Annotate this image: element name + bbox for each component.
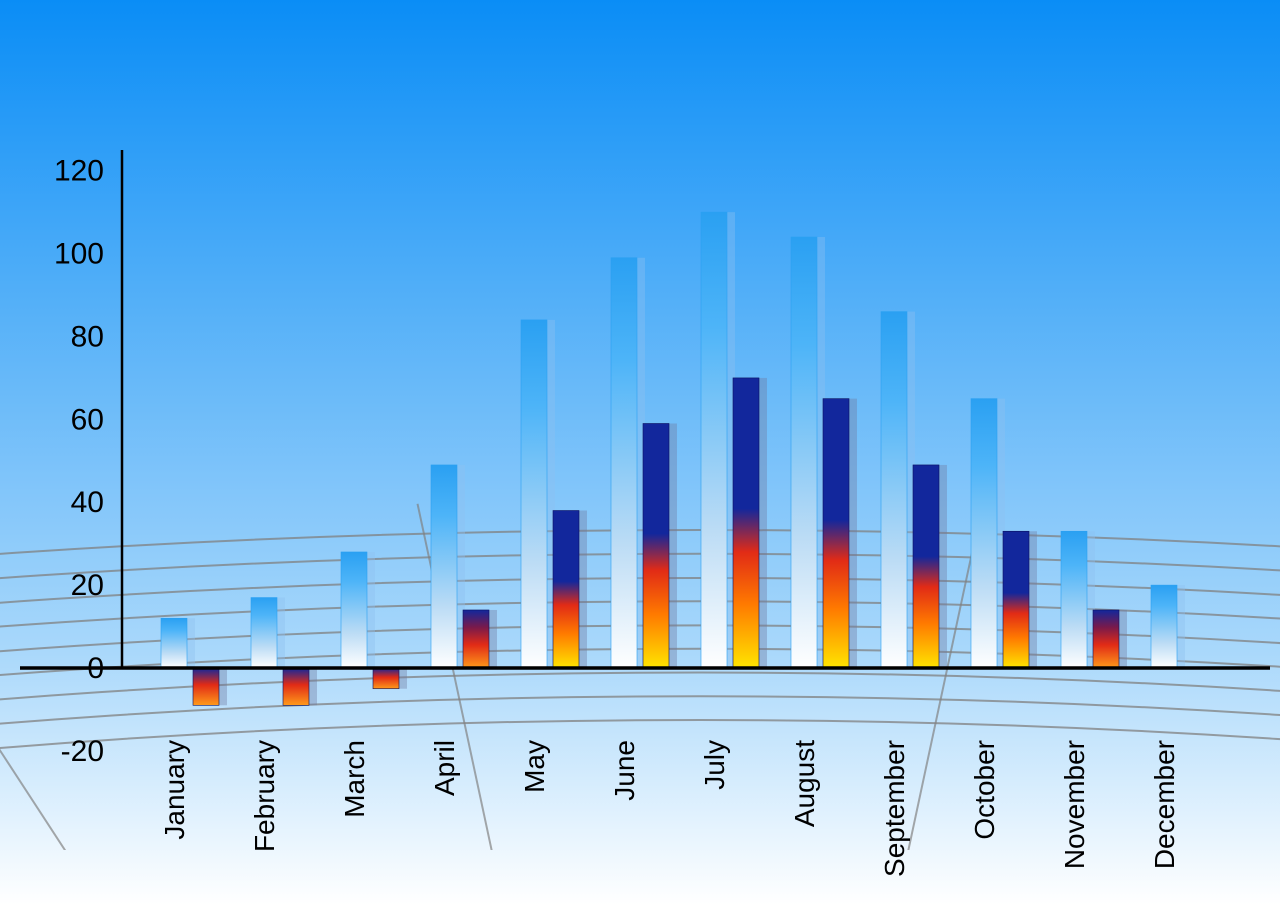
- month-label: January: [159, 740, 190, 840]
- bar-series-b: [553, 511, 579, 668]
- bar-series-a: [791, 237, 817, 668]
- bar-series-b: [823, 399, 849, 668]
- bar-series-a: [611, 258, 637, 668]
- bar-series-b: [1003, 531, 1029, 668]
- month-label: December: [1149, 740, 1180, 869]
- month-label: October: [969, 740, 1000, 840]
- bar-series-a: [1061, 531, 1087, 668]
- y-tick-label: 80: [71, 320, 104, 353]
- y-tick-label: 40: [71, 486, 104, 519]
- month-label: February: [249, 740, 280, 852]
- bar-series-a: [341, 552, 367, 668]
- month-label: July: [699, 740, 730, 790]
- bar-series-b: [643, 424, 669, 668]
- month-label: May: [519, 740, 550, 793]
- month-label: November: [1059, 740, 1090, 869]
- y-tick-label: 20: [71, 569, 104, 602]
- bar-series-a: [521, 320, 547, 668]
- bar-series-a: [881, 312, 907, 668]
- bar-series-b: [1093, 610, 1119, 668]
- bar-series-b: [373, 668, 399, 689]
- bar-series-a: [701, 212, 727, 668]
- bar-series-a: [1151, 585, 1177, 668]
- month-label: September: [879, 740, 910, 877]
- y-tick-label: -20: [61, 735, 104, 768]
- y-tick-label: 100: [54, 238, 104, 271]
- monthly-bar-chart: -20 0 20 40 60 80 100 120 January February March A…: [0, 0, 1280, 905]
- bar-series-a: [971, 399, 997, 668]
- y-tick-label: 120: [54, 155, 104, 188]
- bar-series-a: [431, 465, 457, 668]
- y-tick-label: 0: [87, 652, 104, 685]
- bar-series-b: [733, 378, 759, 668]
- bar-series-b: [463, 610, 489, 668]
- bar-series-b: [913, 465, 939, 668]
- bar-series-a: [251, 598, 277, 668]
- month-label: June: [609, 740, 640, 801]
- bar-series-b: [193, 668, 219, 705]
- month-label: August: [789, 740, 820, 827]
- month-label: March: [339, 740, 370, 818]
- chart-svg: -20 0 20 40 60 80 100 120 January February March A…: [0, 0, 1280, 905]
- bar-series-b: [283, 668, 309, 705]
- month-label: April: [429, 740, 460, 796]
- bar-series-a: [161, 618, 187, 668]
- y-tick-label: 60: [71, 403, 104, 436]
